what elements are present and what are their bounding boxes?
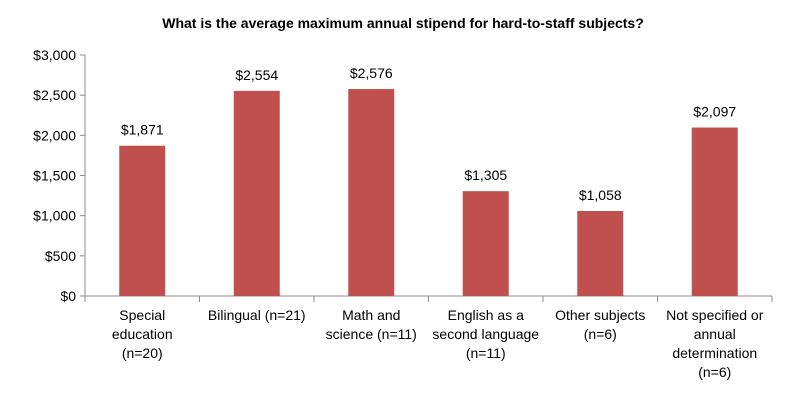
y-tick-label: $1,000	[33, 208, 76, 224]
bar	[577, 211, 624, 296]
data-label: $1,058	[579, 187, 622, 203]
data-labels-group: $1,871 $2,554 $2,576 $1,305 $1,058 $2,097	[121, 65, 737, 203]
x-tick-label: English as a second language (n=11)	[432, 307, 539, 361]
chart-title: What is the average maximum annual stipe…	[162, 15, 644, 31]
x-tick-label-line: (n=6)	[584, 326, 617, 342]
y-tick-label: $2,500	[33, 87, 76, 103]
y-tick-label: $0	[60, 288, 76, 304]
y-axis: $0 $500 $1,000 $1,500 $2,000 $2,500 $3,000	[33, 47, 86, 304]
x-tick-label-line: English as a	[448, 307, 524, 323]
x-tick-label: Math and science (n=11)	[326, 307, 417, 342]
y-tick-label: $3,000	[33, 47, 76, 63]
data-label: $1,305	[464, 167, 507, 183]
bar	[691, 127, 738, 296]
bar	[462, 191, 509, 296]
y-tick-label: $2,000	[33, 127, 76, 143]
x-tick-label-line: second language	[432, 326, 539, 342]
x-tick-label-line: (n=20)	[122, 345, 163, 361]
x-tick-labels-group: Special education (n=20) Bilingual (n=21) Ma…	[112, 307, 764, 380]
x-tick-label-line: Not specified or	[666, 307, 764, 323]
x-tick-label-line: Other subjects	[555, 307, 645, 323]
x-tick-label-line: Math and	[342, 307, 400, 323]
x-tick-label-line: Bilingual (n=21)	[208, 307, 306, 323]
bars-group	[119, 89, 738, 296]
bar	[119, 145, 166, 296]
x-tick-label-line: education	[112, 326, 173, 342]
x-tick-label-line: (n=11)	[466, 345, 506, 361]
x-tick-label: Special education (n=20)	[112, 307, 173, 361]
x-tick-label: Bilingual (n=21)	[208, 307, 306, 323]
data-label: $2,576	[350, 65, 393, 81]
x-tick-label-line: Special	[119, 307, 165, 323]
x-tick-label-line: determination	[672, 345, 757, 361]
y-tick-label: $1,500	[33, 168, 76, 184]
data-label: $2,097	[693, 104, 736, 120]
x-tick-label-line: annual	[694, 326, 736, 342]
x-tick-label: Other subjects (n=6)	[555, 307, 645, 342]
x-axis	[84, 295, 773, 302]
bar	[233, 90, 280, 296]
x-tick-label: Not specified or annual determination (n=6)	[666, 307, 764, 380]
x-tick-label-line: science (n=11)	[326, 326, 417, 342]
data-label: $1,871	[121, 122, 164, 138]
bar	[348, 89, 395, 296]
y-tick-label: $500	[45, 248, 76, 264]
x-tick-label-line: (n=6)	[698, 364, 731, 380]
data-label: $2,554	[235, 67, 278, 83]
